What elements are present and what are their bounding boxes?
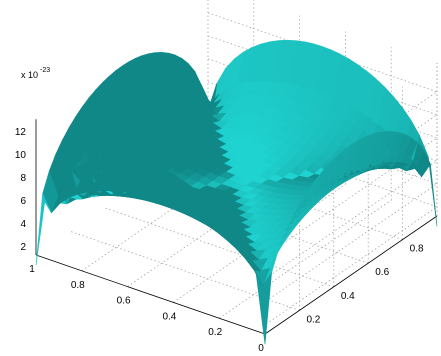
x-tick-label: 0 bbox=[258, 343, 264, 354]
x-tick-label: 0.6 bbox=[117, 296, 131, 307]
y-tick-label: 0.2 bbox=[306, 314, 320, 325]
y-tick-label: 0.8 bbox=[410, 244, 424, 255]
y-axis-line bbox=[264, 215, 438, 335]
x-tick-label: 1 bbox=[29, 264, 35, 275]
tick-labels: 1 0.8 0.6 0.4 0.2 0 0.2 0.4 0.6 0.8 2 4 6 8 10 12 bbox=[15, 127, 424, 354]
y-tick-label: 0.4 bbox=[341, 291, 355, 302]
grid-line bbox=[81, 152, 254, 272]
z-scale-exponent: -23 bbox=[40, 67, 50, 74]
y-tick-label: 0.6 bbox=[375, 267, 389, 278]
surface-patch bbox=[35, 192, 52, 266]
z-tick-label: 12 bbox=[15, 127, 27, 138]
x-tick-label: 0.2 bbox=[208, 327, 222, 338]
z-tick-label: 4 bbox=[20, 219, 26, 230]
x-tick-label: 0.4 bbox=[162, 311, 176, 322]
x-tick-label: 0.8 bbox=[71, 280, 85, 291]
z-tick-label: 8 bbox=[20, 173, 26, 184]
grid-line bbox=[219, 199, 392, 319]
z-tick-label: 10 bbox=[15, 150, 27, 161]
x-axis-line bbox=[35, 254, 266, 335]
z-tick-label: 2 bbox=[20, 242, 26, 253]
grid-line bbox=[104, 207, 334, 288]
axes bbox=[35, 119, 438, 335]
z-scale-label: x 10 bbox=[21, 70, 38, 80]
surface bbox=[35, 39, 438, 345]
z-tick-label: 6 bbox=[20, 196, 26, 207]
